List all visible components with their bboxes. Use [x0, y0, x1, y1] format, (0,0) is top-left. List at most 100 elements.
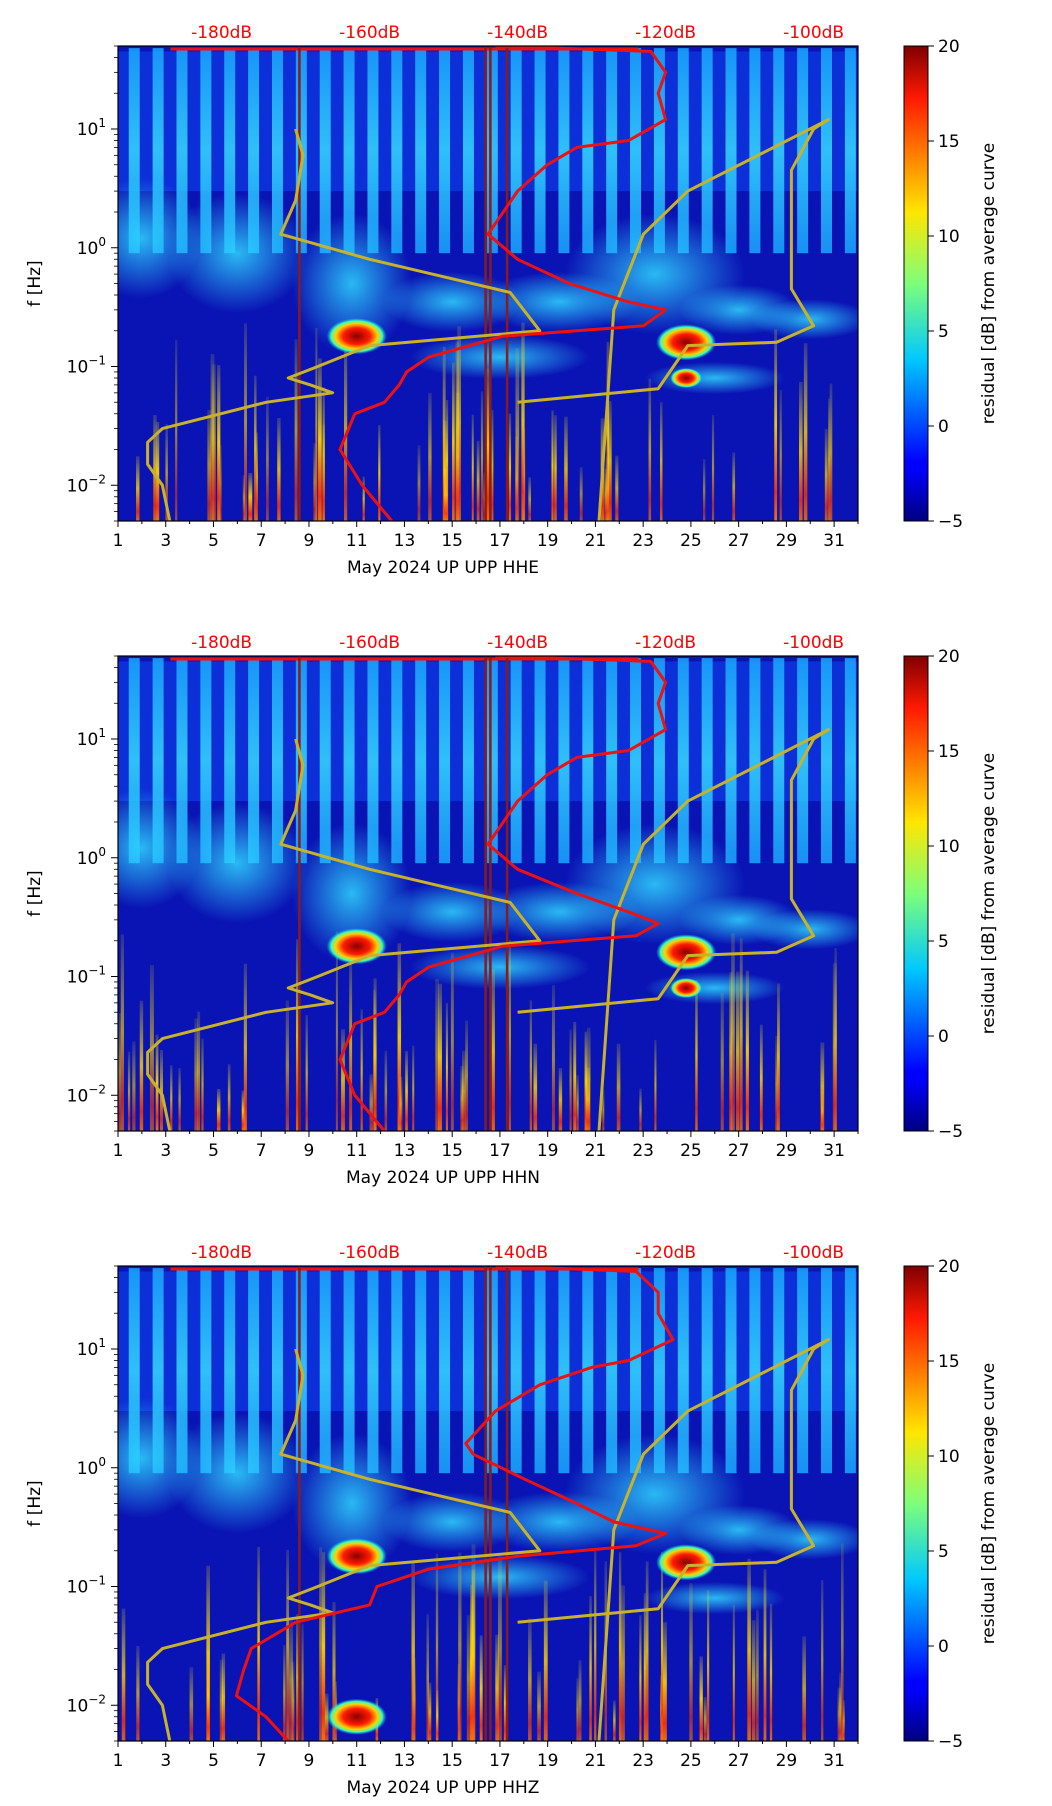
daily-noise-stripe — [486, 1268, 498, 1474]
daily-noise-stripe — [367, 658, 379, 864]
transient-spike — [217, 365, 221, 521]
colorbar-label: residual [dB] from average curve — [979, 753, 999, 1034]
transient-spike — [165, 424, 168, 521]
microseism-glow — [750, 299, 858, 340]
y-tick-label: 101 — [77, 726, 106, 750]
transient-spike — [605, 456, 609, 521]
transient-spike — [699, 1656, 703, 1741]
transient-spike — [465, 1020, 468, 1131]
colorbar-tick-label: −5 — [938, 1122, 963, 1142]
daily-noise-stripe — [773, 48, 785, 254]
transient-spike — [775, 1035, 778, 1131]
transient-spike — [689, 1583, 693, 1741]
daily-noise-stripe — [248, 48, 260, 254]
daily-noise-stripe — [486, 48, 498, 254]
daily-noise-stripe — [224, 48, 236, 254]
transient-spike — [313, 443, 317, 521]
db-scale-label: -100dB — [783, 1243, 844, 1263]
transient-spike — [219, 1659, 224, 1741]
transient-spike — [695, 980, 698, 1131]
x-tick-label: 31 — [823, 1141, 845, 1161]
transient-spike — [659, 402, 663, 521]
transient-spike — [428, 1682, 432, 1741]
x-axis-label: May 2024 UP UPP HHE — [347, 558, 539, 578]
transient-spike — [212, 364, 216, 521]
x-tick-label: 11 — [346, 1141, 368, 1161]
transient-spike — [460, 1065, 464, 1131]
microseism-glow — [291, 213, 412, 354]
transient-spike — [842, 1700, 845, 1741]
transient-spike — [170, 1065, 173, 1131]
daily-noise-stripe — [582, 1268, 594, 1474]
noise-model-curve-left — [146, 1348, 542, 1741]
transient-spike — [703, 1697, 707, 1741]
transient-spike — [486, 368, 490, 521]
db-scale-label: -140dB — [487, 23, 548, 43]
transient-spike — [594, 1550, 597, 1741]
transient-spike — [156, 421, 160, 521]
daily-noise-stripe — [343, 48, 355, 254]
x-tick-label: 27 — [728, 1751, 750, 1771]
daily-noise-stripe — [534, 658, 546, 864]
colorbar-tick-label: −5 — [938, 512, 963, 532]
x-tick-label: 9 — [304, 1751, 315, 1771]
transient-spike — [798, 381, 803, 521]
residual-hotspot — [670, 978, 703, 999]
heatmap-area — [118, 656, 858, 1131]
x-tick-label: 23 — [632, 1751, 654, 1771]
transient-spike — [155, 1034, 159, 1131]
microseism-glow — [409, 945, 590, 990]
daily-noise-stripe — [462, 1268, 474, 1474]
daily-noise-stripe — [701, 48, 713, 254]
daily-noise-stripe — [677, 48, 689, 254]
transient-spike — [405, 1051, 408, 1131]
transient-spike — [564, 416, 568, 521]
daily-noise-stripe — [606, 48, 618, 254]
transient-spike — [820, 1090, 824, 1131]
transient-spike — [341, 1029, 345, 1131]
transient-spike — [378, 424, 381, 521]
x-tick-label: 19 — [537, 1141, 559, 1161]
daily-noise-stripe — [415, 658, 427, 864]
residual-hotspot — [656, 324, 717, 361]
transient-spike — [732, 452, 736, 521]
colorbar-tick-label: 15 — [938, 132, 960, 152]
transient-spike — [606, 341, 610, 521]
heatmap-area — [118, 1266, 858, 1741]
transient-spike — [751, 1620, 756, 1741]
residual-hotspot — [670, 368, 703, 389]
transient-spike — [777, 983, 780, 1131]
daily-noise-stripe — [582, 658, 594, 864]
daily-noise-stripe — [510, 658, 522, 864]
transient-spike — [120, 934, 125, 1131]
transient-spike — [305, 1015, 308, 1131]
db-scale-label: -120dB — [635, 1243, 696, 1263]
db-scale-label: -140dB — [487, 1243, 548, 1263]
transient-spike — [426, 1614, 429, 1741]
transient-spike — [551, 410, 554, 521]
colorbar — [903, 1265, 929, 1742]
db-scale-label: -100dB — [783, 633, 844, 653]
x-tick-label: 15 — [441, 531, 463, 551]
transient-spike — [360, 1009, 363, 1131]
x-tick-label: 29 — [776, 1141, 798, 1161]
transient-spike — [436, 1690, 439, 1741]
transient-spike — [450, 952, 454, 1131]
x-tick-label: 9 — [304, 531, 315, 551]
x-axis-label: May 2024 UP UPP HHN — [346, 1168, 540, 1188]
transient-spike — [285, 1000, 289, 1131]
transient-spike — [178, 1067, 181, 1131]
transient-spike — [480, 391, 484, 521]
y-tick-label: 10−1 — [67, 354, 106, 378]
transient-spike — [277, 418, 281, 521]
transient-spike — [586, 1067, 590, 1131]
transient-spike — [452, 362, 455, 521]
transient-spike — [318, 358, 322, 521]
microseism-glow — [291, 1433, 412, 1574]
transient-spike — [438, 983, 442, 1131]
x-tick-label: 29 — [776, 1751, 798, 1771]
transient-spike — [803, 343, 808, 521]
daily-noise-stripe — [653, 658, 665, 864]
transient-spike — [428, 392, 432, 521]
residual-hotspot — [656, 934, 717, 971]
